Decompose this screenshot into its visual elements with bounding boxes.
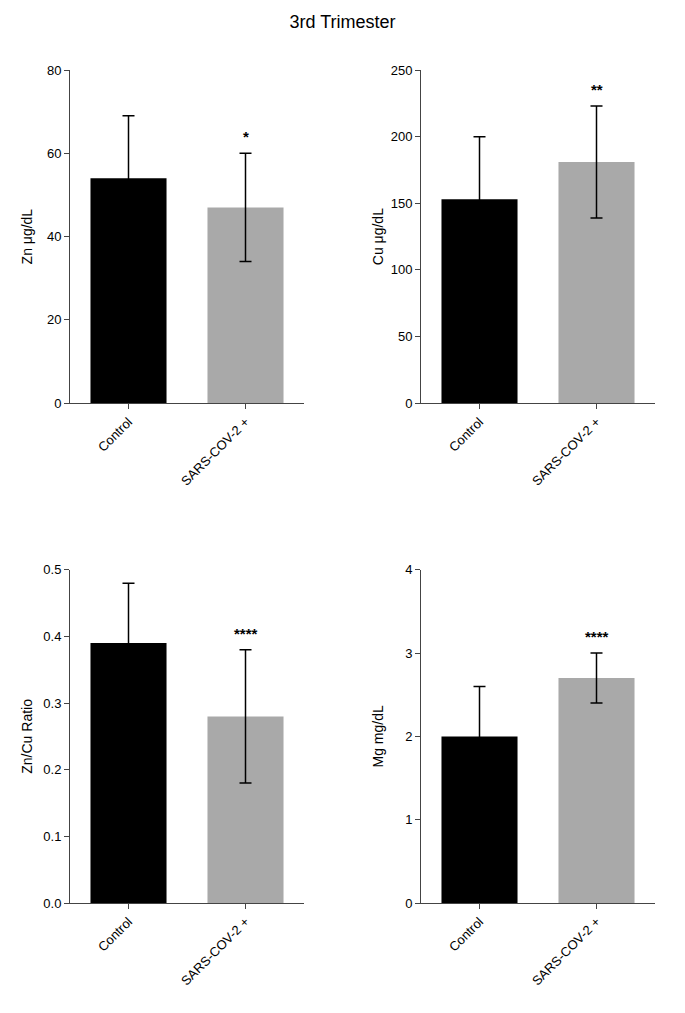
svg-text:Mg mg/dL: Mg mg/dL	[370, 705, 386, 767]
svg-text:Cu μg/dL: Cu μg/dL	[370, 208, 386, 265]
svg-text:SARS-COV-2 +: SARS-COV-2 +	[529, 914, 603, 988]
svg-text:0.0: 0.0	[43, 896, 61, 911]
svg-text:0.3: 0.3	[43, 696, 61, 711]
svg-text:0: 0	[405, 896, 412, 911]
svg-text:0.5: 0.5	[43, 562, 61, 577]
svg-text:****: ****	[585, 628, 609, 645]
svg-text:**: **	[591, 81, 603, 98]
svg-text:40: 40	[47, 229, 61, 244]
svg-text:Control: Control	[446, 414, 486, 454]
svg-text:3rd Trimester: 3rd Trimester	[289, 12, 395, 32]
svg-text:50: 50	[398, 329, 412, 344]
svg-text:3: 3	[405, 646, 412, 661]
svg-text:*: *	[243, 128, 249, 145]
svg-text:Zn μg/dL: Zn μg/dL	[19, 209, 35, 265]
svg-text:0: 0	[54, 396, 61, 411]
svg-text:200: 200	[391, 129, 413, 144]
svg-text:SARS-COV-2 +: SARS-COV-2 +	[529, 414, 603, 488]
svg-text:Control: Control	[95, 414, 135, 454]
svg-text:SARS-COV-2 +: SARS-COV-2 +	[178, 414, 252, 488]
svg-text:SARS-COV-2 +: SARS-COV-2 +	[178, 914, 252, 988]
svg-text:250: 250	[391, 63, 413, 78]
svg-text:2: 2	[405, 729, 412, 744]
svg-text:100: 100	[391, 262, 413, 277]
svg-text:4: 4	[405, 562, 412, 577]
svg-text:Zn/Cu Ratio: Zn/Cu Ratio	[19, 699, 35, 774]
svg-text:80: 80	[47, 63, 61, 78]
svg-text:Control: Control	[446, 914, 486, 954]
svg-text:Control: Control	[95, 914, 135, 954]
svg-text:1: 1	[405, 812, 412, 827]
svg-text:0.1: 0.1	[43, 829, 61, 844]
svg-text:0.2: 0.2	[43, 762, 61, 777]
svg-text:150: 150	[391, 196, 413, 211]
svg-text:0: 0	[405, 396, 412, 411]
svg-text:****: ****	[234, 625, 258, 642]
svg-text:20: 20	[47, 312, 61, 327]
svg-text:0.4: 0.4	[43, 629, 61, 644]
svg-text:60: 60	[47, 146, 61, 161]
